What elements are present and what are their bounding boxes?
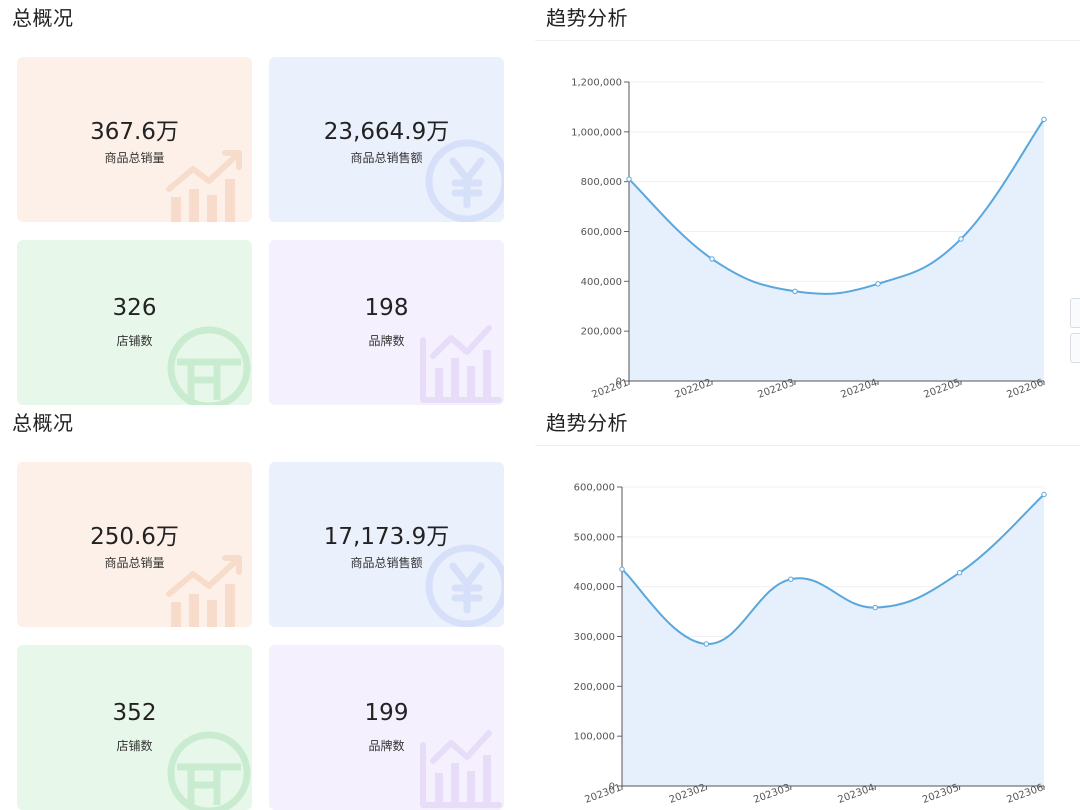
shop-count-value: 326 — [112, 295, 157, 321]
card-shop-count[interactable]: 352 店铺数 — [17, 645, 252, 810]
total-sales-amount-label: 商品总销售额 — [350, 151, 423, 165]
overview-section: 总概况 250.6万 商品总销量 — [0, 405, 520, 810]
trend-header-divider — [535, 445, 1080, 446]
total-sales-volume-value: 367.6万 — [90, 119, 179, 145]
trend-chart[interactable]: 0 200,000 400,000 600,000 800,000 1,000,000 1,… — [535, 41, 1080, 405]
trend-chart-svg: 0 200,000 400,000 600,000 800,000 1,000,000 1,… — [571, 78, 1047, 401]
yen-coin-icon — [425, 139, 504, 222]
trend-chart-icon — [166, 555, 242, 627]
y-tick-label: 400,000 — [581, 277, 622, 288]
data-point — [619, 566, 625, 572]
data-point — [1041, 491, 1047, 498]
bar-chart-icon — [420, 325, 502, 403]
data-point — [1041, 116, 1047, 123]
data-point — [958, 236, 964, 242]
total-sales-amount-label: 商品总销售额 — [350, 556, 423, 570]
yen-coin-icon — [425, 544, 504, 627]
data-point — [956, 570, 963, 576]
data-point — [703, 641, 710, 647]
total-sales-volume-value: 250.6万 — [90, 524, 179, 550]
trend-section: 趋势分析 0 200,000 400,000 600,000 800,000 1,000,… — [535, 0, 1080, 405]
total-sales-amount-value: 17,173.9万 — [323, 524, 450, 550]
overview-title: 总概况 — [12, 411, 74, 435]
brand-count-label: 品牌数 — [368, 739, 405, 753]
card-total-sales-volume[interactable]: 367.6万 商品总销量 — [17, 57, 252, 222]
y-tick-label: 200,000 — [574, 682, 615, 693]
y-tick-label: 400,000 — [574, 582, 615, 593]
y-tick-label: 0 — [609, 782, 615, 793]
trend-header-divider — [535, 40, 1080, 41]
shop-icon — [167, 326, 251, 405]
total-sales-volume-label: 商品总销量 — [104, 556, 165, 570]
data-point — [792, 288, 798, 295]
total-sales-volume-label: 商品总销量 — [104, 151, 165, 165]
card-shop-count[interactable]: 326 店铺数 — [17, 240, 252, 405]
data-point — [626, 176, 632, 182]
dashboard-panel-2022: 总概况 367.6万 商品总销量 — [0, 0, 1080, 405]
series-line — [628, 118, 1045, 295]
overview-section: 总概况 367.6万 商品总销量 — [0, 0, 520, 405]
overview-title: 总概况 — [12, 6, 74, 30]
shop-count-value: 352 — [112, 700, 157, 726]
dashboard-panel-2023: 总概况 250.6万 商品总销量 — [0, 405, 1080, 810]
trend-title: 趋势分析 — [546, 6, 628, 30]
shop-icon — [167, 731, 251, 810]
y-tick-label: 200,000 — [581, 327, 622, 338]
card-total-sales-amount[interactable]: 23,664.9万 商品总销售额 — [269, 57, 504, 222]
side-tool-button[interactable] — [1070, 333, 1080, 363]
y-tick-label: 300,000 — [574, 632, 615, 643]
shop-count-label: 店铺数 — [116, 334, 153, 348]
trend-chart-icon — [166, 150, 242, 222]
area-fill — [622, 494, 1044, 786]
trend-chart[interactable]: 0 100,000 200,000 300,000 400,000 500,000 600,… — [535, 446, 1080, 810]
bar-chart-icon — [420, 730, 502, 808]
data-point — [875, 281, 881, 287]
y-tick-label: 600,000 — [574, 483, 615, 494]
brand-count-value: 199 — [364, 700, 409, 726]
trend-title: 趋势分析 — [546, 411, 628, 435]
series-line — [621, 493, 1045, 645]
card-total-sales-amount[interactable]: 17,173.9万 商品总销售额 — [269, 462, 504, 627]
x-tick-label: 202201 — [590, 377, 630, 400]
y-tick-label: 100,000 — [574, 732, 615, 743]
y-tick-label: 1,200,000 — [571, 78, 622, 89]
data-point — [788, 576, 794, 582]
y-tick-label: 800,000 — [581, 177, 622, 188]
area-fill — [629, 119, 1044, 381]
y-tick-label: 0 — [616, 377, 622, 388]
card-total-sales-volume[interactable]: 250.6万 商品总销量 — [17, 462, 252, 627]
trend-chart-svg: 0 100,000 200,000 300,000 400,000 500,000 600,… — [574, 483, 1047, 806]
shop-count-label: 店铺数 — [116, 739, 153, 753]
y-tick-label: 1,000,000 — [571, 127, 622, 138]
total-sales-amount-value: 23,664.9万 — [323, 119, 450, 145]
card-brand-count[interactable]: 199 品牌数 — [269, 645, 504, 810]
card-brand-count[interactable]: 198 品牌数 — [269, 240, 504, 405]
side-tool-button[interactable] — [1070, 298, 1080, 328]
y-tick-label: 500,000 — [574, 532, 615, 543]
y-tick-label: 600,000 — [581, 227, 622, 238]
brand-count-label: 品牌数 — [368, 334, 405, 348]
data-point — [709, 256, 715, 262]
data-point — [872, 604, 878, 611]
x-tick-label: 202301 — [583, 782, 623, 805]
trend-section: 趋势分析 0 100,000 200,000 300,000 400,000 500,00… — [535, 405, 1080, 810]
brand-count-value: 198 — [364, 295, 409, 321]
